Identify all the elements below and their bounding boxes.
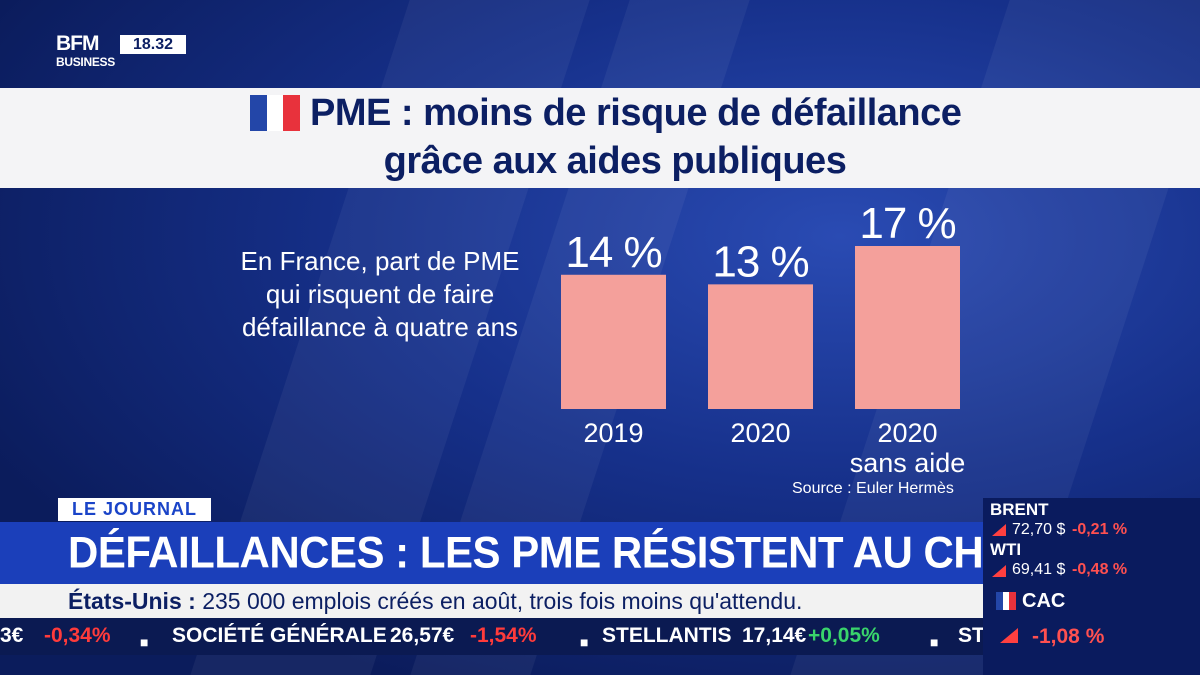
logo-main-text: BFM (56, 32, 99, 55)
ticker-item: 26,57€ (390, 624, 455, 647)
logo-sub-text: BUSINESS (56, 55, 115, 69)
cac-change: -1,08 % (1032, 625, 1105, 648)
chart-source: Source : Euler Hermès (792, 480, 954, 497)
chart-description: En France, part de PME qui risquent de f… (220, 245, 540, 344)
bar-value-label: 17 % (859, 199, 955, 248)
down-arrow-icon (992, 565, 1006, 577)
ticker-item: 17,14€ (742, 624, 807, 647)
chart-description-line: qui risquent de faire (265, 279, 495, 309)
chart-description-line: En France, part de PME (240, 246, 520, 276)
ticker-item: STELLANTIS (602, 624, 732, 647)
ticker-separator: ■ (140, 634, 149, 650)
stock-ticker (0, 618, 983, 655)
news-line: États-Unis : 235 000 emplois créés en ao… (68, 586, 802, 616)
headline-band (0, 522, 983, 584)
french-flag-icon (996, 592, 1017, 610)
bar-0 (561, 274, 666, 409)
category-label: 2019 (583, 418, 643, 448)
ticker-item: ST (958, 624, 985, 647)
ticker-item: SOCIÉTÉ GÉNÉRALE (172, 624, 387, 647)
news-country: États-Unis : (68, 588, 196, 614)
ticker-item: +0,05% (808, 624, 880, 647)
bar-2 (855, 246, 960, 409)
bar-1 (708, 284, 813, 409)
category-label: 2020 (730, 418, 790, 448)
ticker-separator: ■ (930, 634, 939, 650)
page-title-line-2: grâce aux aides publiques (383, 140, 847, 182)
ticker-item: -1,54% (470, 624, 537, 647)
french-flag-icon (250, 95, 301, 131)
category-label: sans aide (850, 448, 966, 478)
market-panel (983, 498, 1200, 675)
brent-name: BRENT (990, 500, 1049, 519)
news-text: 235 000 emplois créés en août, trois foi… (202, 588, 803, 614)
bar-value-label: 13 % (712, 237, 808, 286)
channel-logo: BFM BUSINESS (56, 32, 176, 74)
down-arrow-icon (992, 524, 1006, 536)
brent-change: -0,21 % (1072, 521, 1128, 538)
ticker-separator: ■ (580, 634, 589, 650)
program-tag: LE JOURNAL (58, 498, 211, 521)
headline: DÉFAILLANCES : LES PME RÉSISTENT AU CHOC (68, 527, 1046, 578)
page-title-line-1: PME : moins de risque de défaillance (310, 92, 962, 134)
cac-name: CAC (1022, 590, 1066, 612)
clock: 18.32 (120, 35, 186, 54)
down-arrow-icon (1000, 628, 1018, 643)
title-band (0, 88, 1200, 188)
wti-change: -0,48 % (1072, 561, 1128, 578)
category-label: 2020 (877, 418, 937, 448)
ticker-item: -0,34% (44, 624, 111, 647)
ticker-item: 3€ (0, 624, 24, 647)
chart-description-line: défaillance à quatre ans (241, 312, 519, 342)
wti-value: 69,41 $ (1012, 561, 1066, 578)
news-band (0, 584, 983, 618)
brent-value: 72,70 $ (1012, 521, 1066, 538)
wti-name: WTI (990, 540, 1022, 559)
bar-value-label: 14 % (565, 228, 661, 277)
